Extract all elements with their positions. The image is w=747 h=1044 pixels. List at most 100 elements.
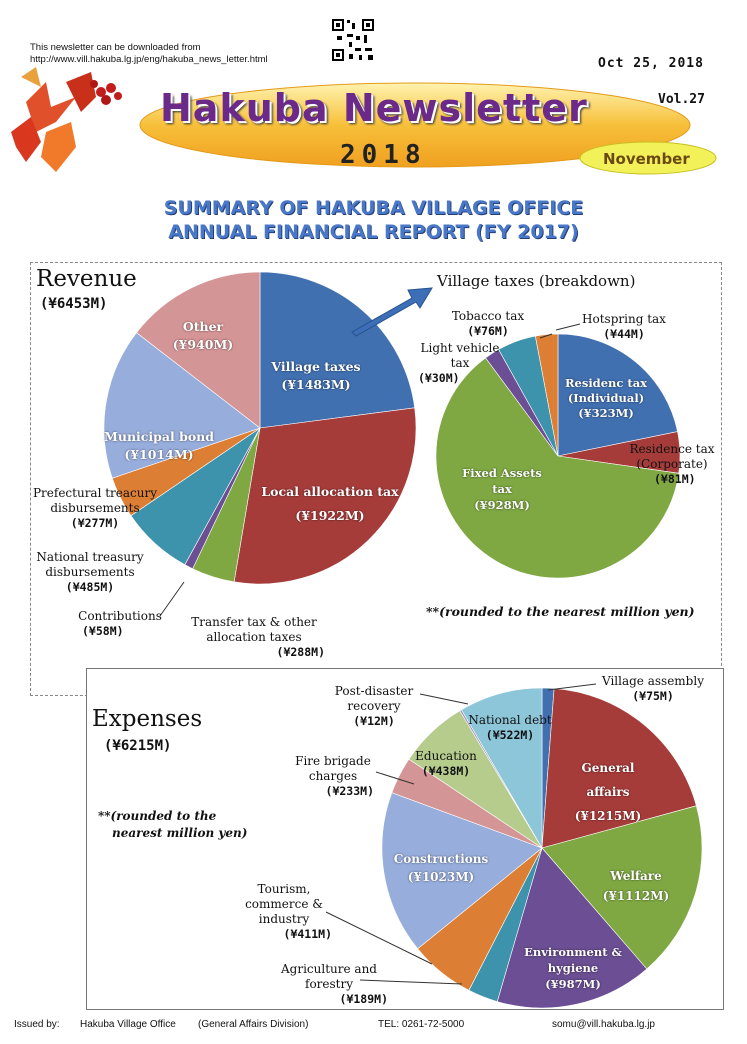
issuer: Hakuba Village Office: [80, 1019, 176, 1030]
label-village-taxes: Village taxes (¥1483M): [258, 358, 374, 394]
label-amount: (¥75M): [632, 689, 674, 703]
label-text: Prefectural treacury disbursements: [32, 486, 158, 515]
issued-by-label: Issued by:: [14, 1019, 60, 1030]
revenue-title: Revenue: [36, 266, 137, 292]
note-line1: **(rounded to the: [98, 809, 217, 823]
division: (General Affairs Division): [198, 1019, 309, 1030]
summary-line2: ANNUAL FINANCIAL REPORT (FY 2017): [168, 221, 579, 243]
label-text: Fixed Assets tax: [462, 466, 542, 496]
label-amount: (¥1922M): [295, 508, 365, 523]
label-amount: (¥928M): [474, 498, 530, 512]
label-constructions: Constructions (¥1023M): [388, 850, 494, 886]
label-text: Residenc tax (Individual): [564, 376, 648, 405]
volume-number: Vol.27: [658, 92, 705, 107]
newsletter-title: Hakuba Newsletter: [160, 86, 588, 130]
label-text: Municipal bond: [104, 429, 214, 444]
label-text: Environment & hygiene: [524, 945, 622, 975]
label-text: Fire brigade charges: [295, 754, 371, 783]
label-text: National treasury disbursements: [36, 550, 144, 579]
leaves-decoration: [6, 62, 156, 182]
expenses-rounding-note: **(rounded to the nearest million yen): [98, 808, 247, 842]
download-line1: This newsletter can be downloaded from: [30, 42, 201, 53]
label-text: National debt: [468, 713, 552, 727]
label-amount: (¥522M): [485, 728, 535, 742]
label-fixed-assets-tax: Fixed Assets tax (¥928M): [462, 465, 542, 513]
download-url[interactable]: http://www.vill.hakuba.lg.jp/eng/hakuba_…: [30, 54, 268, 65]
title-banner: [135, 80, 695, 185]
summary-title: SUMMARY OF HAKUBA VILLAGE OFFICE ANNUAL …: [0, 196, 747, 244]
label-environment-hygiene: Environment & hygiene (¥987M): [512, 944, 634, 992]
label-tourism: Tourism, commerce & industry (¥411M): [236, 882, 332, 942]
label-text: Post-disaster recovery: [334, 684, 414, 713]
newsletter-year: 2018: [340, 140, 427, 170]
summary-line1: SUMMARY OF HAKUBA VILLAGE OFFICE: [163, 197, 584, 219]
label-prefectural-disbursements: Prefectural treacury disbursements (¥277…: [30, 486, 160, 531]
download-note: This newsletter can be downloaded from h…: [30, 42, 268, 66]
label-national-debt: National debt (¥522M): [462, 713, 558, 743]
label-text: Other: [182, 319, 224, 334]
label-amount: (¥1014M): [124, 447, 194, 462]
label-text: Residence tax (Corporate): [629, 442, 715, 471]
label-hotspring-tax: Hotspring tax (¥44M): [578, 312, 670, 342]
label-amount: (¥411M): [283, 927, 332, 941]
qr-code[interactable]: [331, 18, 375, 62]
label-text: Village taxes: [271, 359, 361, 374]
breakdown-title: Village taxes (breakdown): [437, 272, 636, 290]
label-amount: (¥189M): [339, 992, 388, 1006]
label-residence-tax-corporate: Residence tax (Corporate) (¥81M): [622, 442, 722, 487]
label-amount: (¥1023M): [407, 870, 475, 884]
expenses-title: Expenses: [92, 706, 203, 732]
label-light-vehicle-tax: Light vehicle tax (¥30M): [418, 341, 502, 386]
label-amount: (¥44M): [603, 327, 645, 341]
label-general-affairs: General affairs (¥1215M): [558, 756, 658, 828]
label-village-assembly: Village assembly (¥75M): [594, 674, 712, 704]
revenue-total: (¥6453M): [40, 296, 108, 312]
label-amount: (¥58M): [82, 624, 124, 638]
month-label: November: [603, 150, 690, 168]
label-municipal-bond: Municipal bond (¥1014M): [102, 428, 216, 464]
label-text: Agriculture and forestry: [281, 962, 377, 991]
label-residence-tax-individual: Residenc tax (Individual) (¥323M): [556, 376, 656, 421]
label-amount: (¥987M): [545, 977, 601, 991]
label-text: Hotspring tax: [582, 312, 666, 326]
label-transfer-tax: Transfer tax & other allocation taxes (¥…: [183, 615, 325, 660]
label-amount: (¥277M): [70, 516, 120, 530]
email-link[interactable]: somu@vill.hakuba.lg.jp: [552, 1019, 655, 1030]
label-local-allocation-tax: Local allocation tax (¥1922M): [260, 480, 400, 528]
label-amount: (¥323M): [578, 406, 634, 420]
label-text: General affairs: [581, 761, 635, 799]
label-post-disaster-recovery: Post-disaster recovery (¥12M): [328, 684, 420, 729]
label-fire-brigade: Fire brigade charges (¥233M): [292, 754, 374, 799]
label-amount: (¥940M): [172, 337, 234, 352]
revenue-rounding-note: **(rounded to the nearest million yen): [426, 604, 695, 619]
label-amount: (¥30M): [418, 371, 460, 385]
label-text: Village assembly: [602, 674, 704, 688]
label-amount: (¥233M): [325, 784, 374, 798]
month-badge: [578, 140, 718, 176]
label-amount: (¥485M): [65, 580, 115, 594]
label-amount: (¥1483M): [281, 377, 351, 392]
label-amount: (¥438M): [421, 764, 471, 778]
label-agriculture-forestry: Agriculture and forestry (¥189M): [270, 962, 388, 1007]
label-contributions: Contributions (¥58M): [72, 609, 168, 639]
label-other: Other (¥940M): [168, 318, 238, 354]
label-tobacco-tax: Tobacco tax (¥76M): [450, 309, 526, 339]
label-text: Tourism, commerce & industry: [245, 882, 323, 926]
label-amount: (¥1112M): [602, 889, 670, 903]
label-text: Constructions: [393, 852, 489, 866]
label-education: Education (¥438M): [412, 749, 480, 779]
telephone: TEL: 0261-72-5000: [378, 1019, 465, 1030]
label-national-treasury: National treasury disbursements (¥485M): [30, 550, 150, 595]
label-text: Local allocation tax: [261, 484, 399, 499]
issue-date: Oct 25, 2018: [598, 56, 704, 71]
label-welfare: Welfare (¥1112M): [594, 866, 678, 906]
label-amount: (¥12M): [353, 714, 395, 728]
label-text: Contributions: [78, 609, 162, 623]
label-amount: (¥288M): [276, 645, 325, 659]
expenses-total: (¥6215M): [104, 738, 172, 754]
note-line2: nearest million yen): [112, 826, 248, 840]
label-text: Light vehicle tax: [420, 341, 500, 370]
label-text: Tobacco tax: [451, 309, 525, 323]
label-text: Welfare: [610, 869, 662, 883]
label-text: Transfer tax & other allocation taxes: [191, 615, 317, 644]
